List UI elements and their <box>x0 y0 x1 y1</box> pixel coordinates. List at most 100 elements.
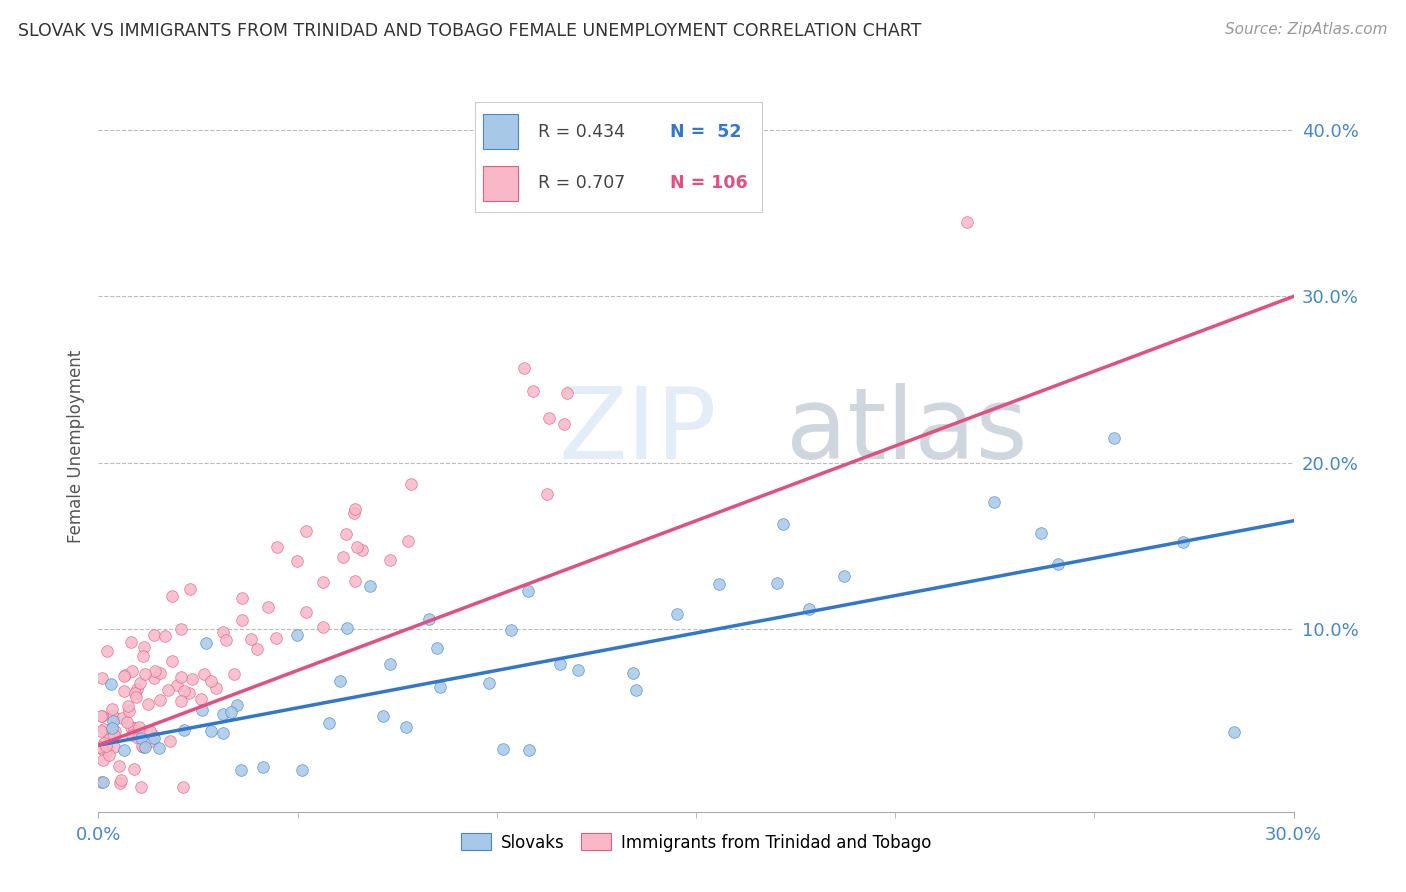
Point <box>522 384 544 398</box>
Point <box>1171 534 1194 549</box>
Point <box>766 576 789 591</box>
Point <box>157 682 180 697</box>
Point <box>378 553 401 567</box>
Point <box>124 686 146 700</box>
Point <box>212 625 235 640</box>
Point <box>799 602 821 616</box>
Point <box>346 540 368 554</box>
Point <box>170 670 193 684</box>
Point <box>138 723 160 738</box>
Point <box>125 690 148 705</box>
Point <box>89 739 111 754</box>
Point <box>537 410 560 425</box>
Text: SLOVAK VS IMMIGRANTS FROM TRINIDAD AND TOBAGO FEMALE UNEMPLOYMENT CORRELATION CH: SLOVAK VS IMMIGRANTS FROM TRINIDAD AND T… <box>18 22 922 40</box>
Point <box>212 706 235 721</box>
Point <box>134 640 156 655</box>
Point <box>295 524 318 539</box>
Point <box>108 759 131 773</box>
Point <box>120 720 142 734</box>
Point <box>350 543 373 558</box>
Point <box>536 486 558 500</box>
Point <box>101 721 124 735</box>
Point <box>343 506 366 520</box>
Point <box>252 759 274 773</box>
Point <box>666 607 689 621</box>
Point <box>1223 725 1246 739</box>
Point <box>291 764 314 778</box>
Point <box>90 709 112 723</box>
Point <box>193 666 215 681</box>
Point <box>624 682 647 697</box>
Point <box>517 584 540 599</box>
Point <box>173 723 195 738</box>
Point <box>103 728 125 742</box>
Point <box>148 740 170 755</box>
Point <box>429 680 451 694</box>
Point <box>121 664 143 678</box>
Point <box>117 699 139 714</box>
Point <box>96 644 118 658</box>
Point <box>104 724 127 739</box>
Point <box>91 753 114 767</box>
Point <box>264 632 287 646</box>
Point <box>159 734 181 748</box>
Point <box>426 640 449 655</box>
Point <box>222 667 245 681</box>
Point <box>90 742 112 756</box>
Point <box>136 697 159 711</box>
Text: ZIP: ZIP <box>558 383 717 480</box>
Point <box>371 709 394 723</box>
Point <box>312 620 335 634</box>
Point <box>492 741 515 756</box>
Point <box>240 632 263 647</box>
Point <box>344 501 367 516</box>
Point <box>98 729 121 743</box>
Point <box>100 702 122 716</box>
Point <box>90 723 112 738</box>
Point <box>399 476 422 491</box>
Point <box>956 214 979 228</box>
Point <box>418 612 440 626</box>
Point <box>257 599 280 614</box>
Point <box>93 736 115 750</box>
Point <box>139 733 162 747</box>
Point <box>96 744 118 758</box>
Point <box>287 554 309 568</box>
Point <box>90 671 112 685</box>
Point <box>396 533 419 548</box>
Point <box>219 705 242 719</box>
Point <box>153 629 176 643</box>
Point <box>200 674 222 689</box>
Point <box>477 675 499 690</box>
Point <box>142 671 165 685</box>
Legend: Slovaks, Immigrants from Trinidad and Tobago: Slovaks, Immigrants from Trinidad and To… <box>454 827 938 858</box>
Point <box>335 527 357 541</box>
Y-axis label: Female Unemployment: Female Unemployment <box>66 350 84 542</box>
Point <box>132 649 155 664</box>
Point <box>160 654 183 668</box>
Point <box>93 723 115 737</box>
Point <box>101 709 124 723</box>
Point <box>707 576 730 591</box>
Point <box>621 665 644 680</box>
Point <box>173 683 195 698</box>
Point <box>128 720 150 734</box>
Point <box>553 417 575 432</box>
Point <box>131 739 153 753</box>
Point <box>211 726 233 740</box>
Point <box>1046 558 1069 572</box>
Point <box>121 728 143 742</box>
Point <box>215 633 238 648</box>
Point <box>832 569 855 583</box>
Point <box>517 743 540 757</box>
Point <box>359 579 381 593</box>
Point <box>226 698 249 712</box>
Point <box>172 780 194 794</box>
Point <box>318 716 340 731</box>
Point <box>343 574 366 589</box>
Point <box>110 711 132 725</box>
Point <box>513 361 536 376</box>
Point <box>179 582 201 596</box>
Point <box>101 714 124 729</box>
Point <box>100 677 122 691</box>
